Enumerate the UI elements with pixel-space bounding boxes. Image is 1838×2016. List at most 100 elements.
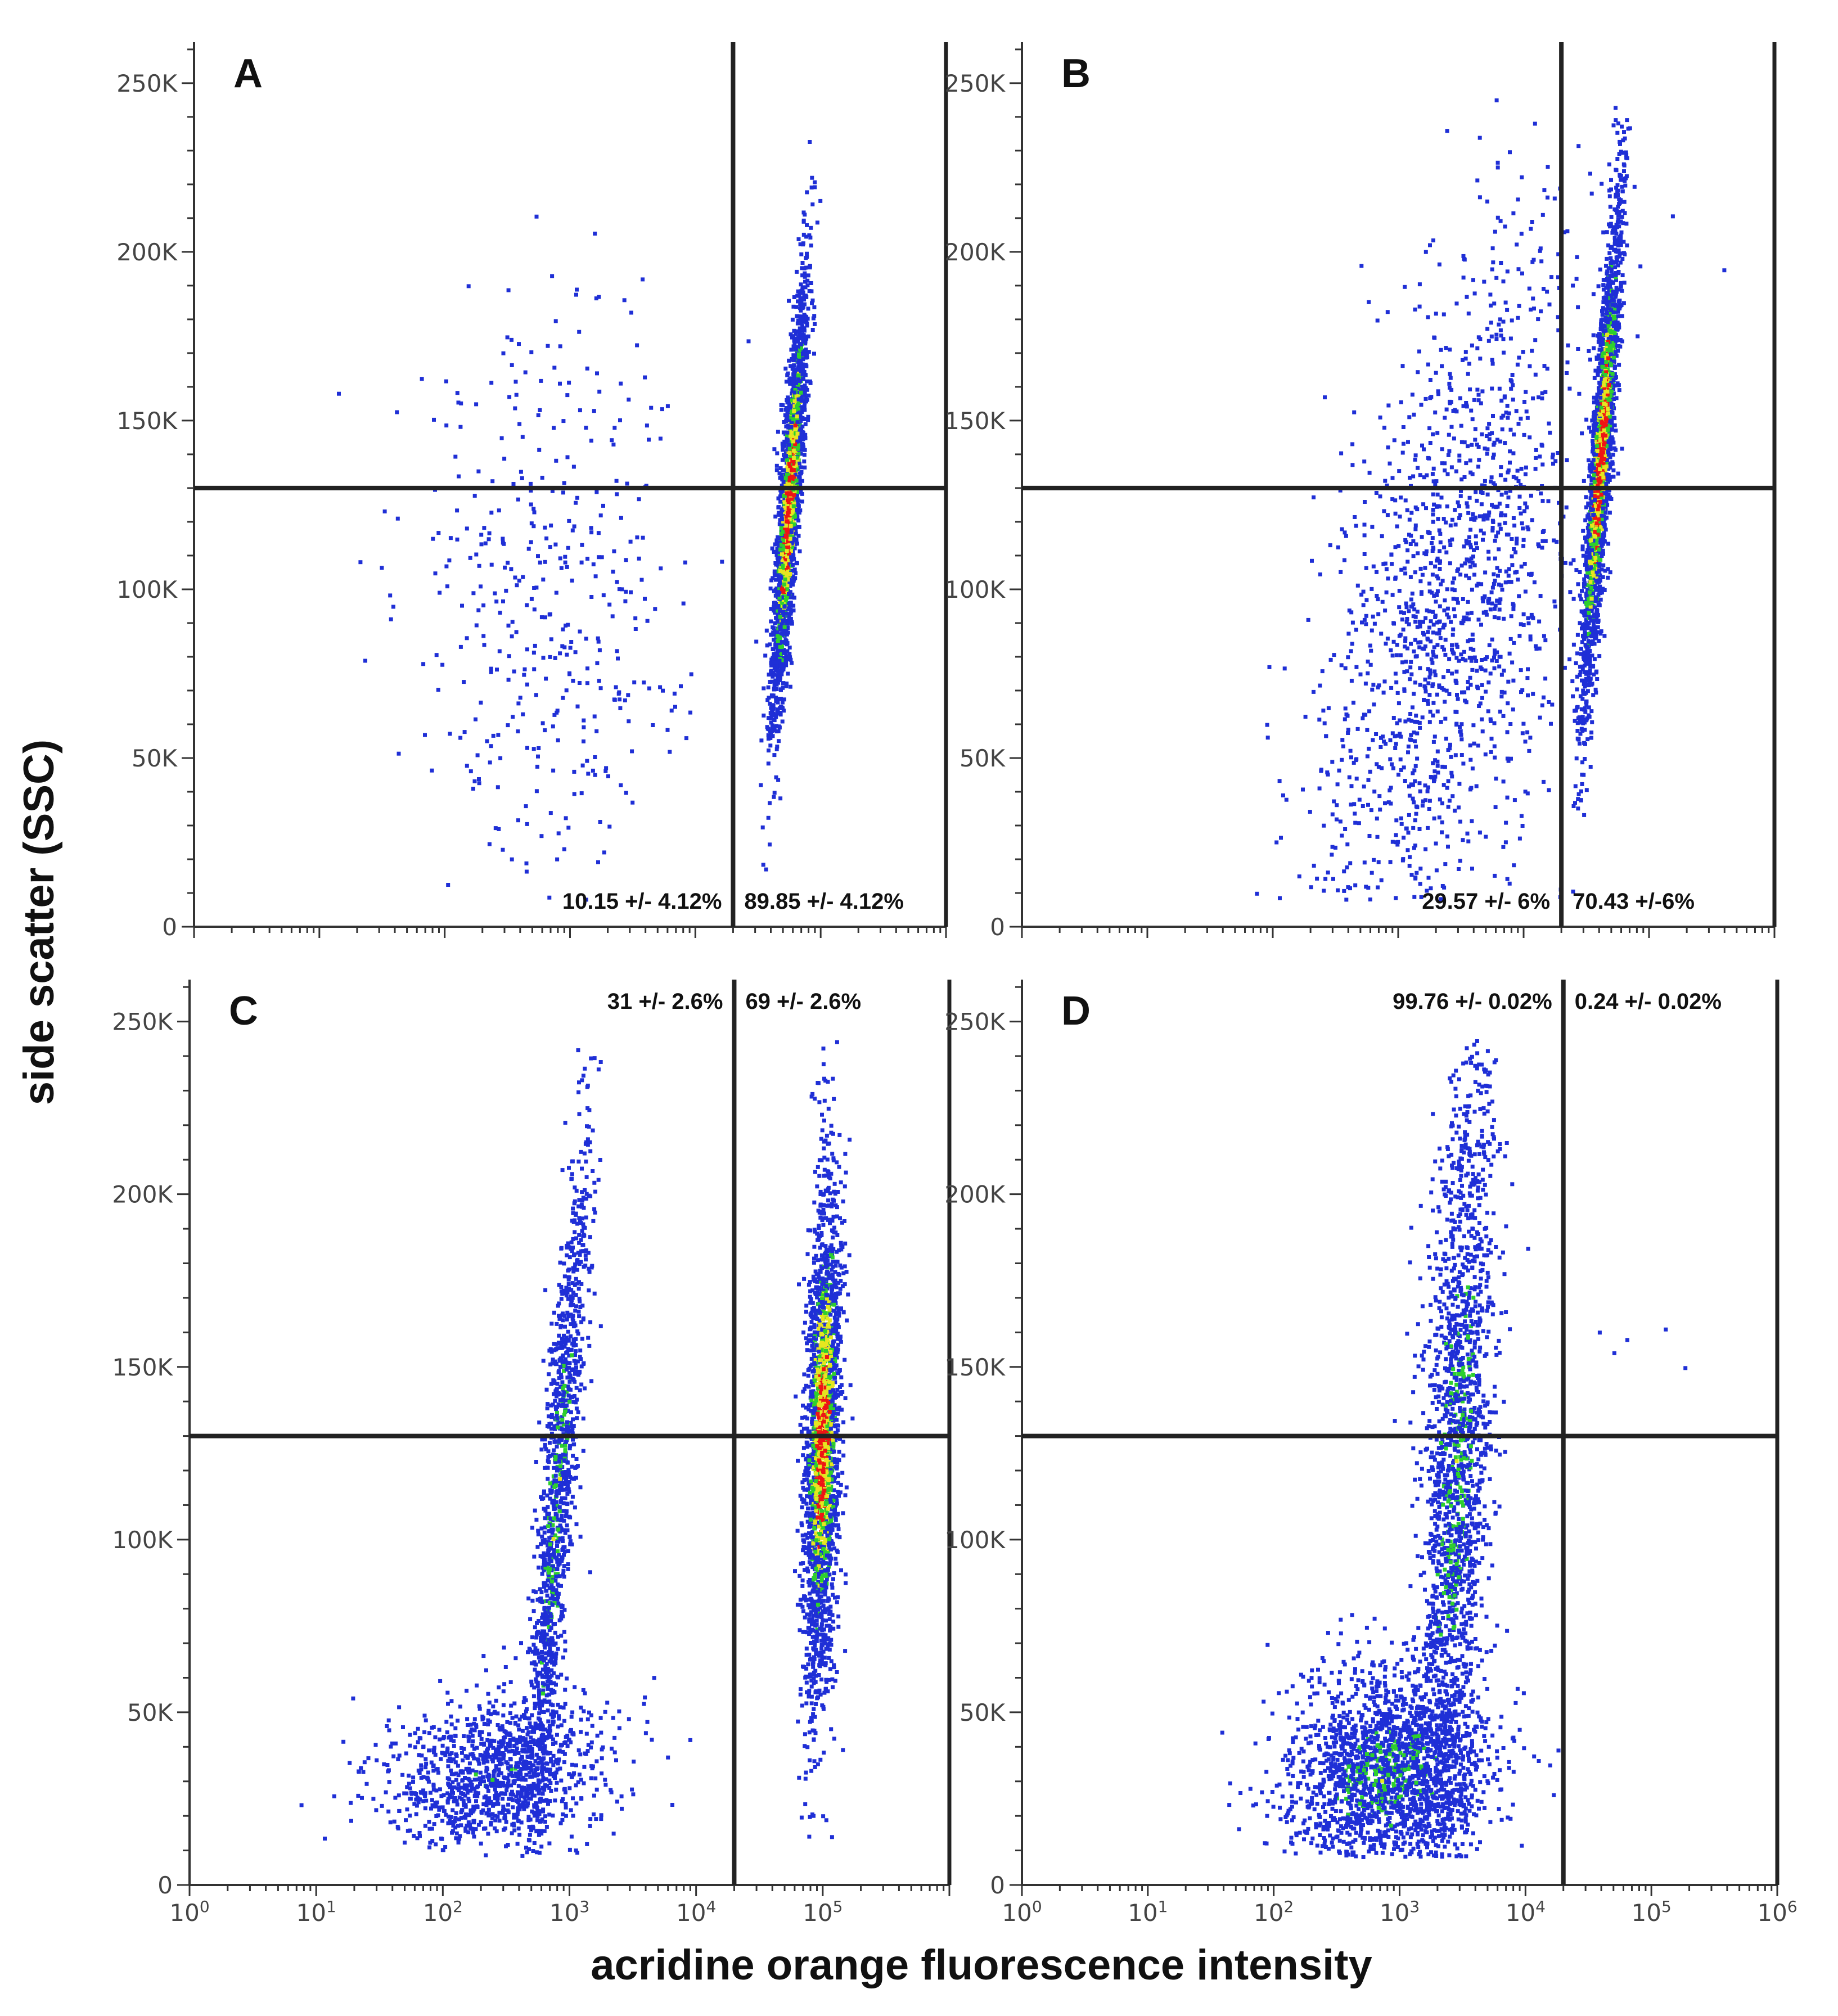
event-point bbox=[1495, 598, 1499, 603]
event-point bbox=[1516, 422, 1521, 426]
event-point bbox=[1281, 793, 1285, 797]
event-point bbox=[1501, 714, 1506, 718]
event-point bbox=[773, 713, 778, 718]
event-point bbox=[1402, 441, 1405, 446]
event-point bbox=[574, 500, 578, 505]
event-point bbox=[1459, 563, 1464, 568]
event-point bbox=[792, 536, 796, 541]
event-point bbox=[770, 694, 774, 698]
event-point bbox=[1430, 536, 1435, 540]
event-point bbox=[531, 651, 536, 655]
event-point bbox=[1571, 597, 1576, 601]
event-point bbox=[495, 785, 500, 790]
event-point bbox=[782, 506, 787, 510]
event-point bbox=[1606, 243, 1611, 247]
event-point bbox=[1445, 587, 1449, 592]
event-point bbox=[1589, 709, 1594, 714]
event-point bbox=[1431, 650, 1435, 654]
event-point bbox=[592, 714, 597, 719]
event-point bbox=[1408, 575, 1413, 579]
event-point bbox=[558, 651, 562, 656]
event-point bbox=[788, 536, 792, 541]
event-point bbox=[1492, 452, 1496, 457]
event-point bbox=[575, 287, 579, 292]
event-point bbox=[474, 623, 479, 628]
event-point bbox=[1486, 680, 1491, 685]
event-point bbox=[1340, 527, 1344, 531]
event-point bbox=[489, 562, 494, 567]
event-point bbox=[627, 719, 631, 724]
event-point bbox=[791, 480, 795, 484]
event-point bbox=[493, 826, 498, 831]
event-point bbox=[772, 447, 777, 452]
event-point bbox=[1448, 742, 1452, 747]
event-point bbox=[614, 479, 619, 483]
event-point bbox=[440, 662, 445, 667]
event-point bbox=[1486, 556, 1491, 561]
event-point bbox=[773, 642, 778, 646]
event-point bbox=[1539, 443, 1544, 447]
event-point bbox=[1506, 701, 1510, 706]
event-point bbox=[1608, 455, 1612, 459]
event-point bbox=[1427, 693, 1432, 697]
event-point bbox=[647, 686, 651, 691]
event-point bbox=[465, 526, 469, 531]
event-point bbox=[1413, 457, 1417, 462]
event-point bbox=[1542, 529, 1546, 533]
event-point bbox=[1552, 599, 1557, 604]
event-point bbox=[596, 860, 600, 864]
event-point bbox=[1421, 620, 1425, 624]
event-point bbox=[1418, 725, 1422, 730]
event-point bbox=[1589, 191, 1594, 196]
event-point bbox=[772, 608, 776, 613]
event-point bbox=[506, 678, 511, 682]
event-point bbox=[1431, 492, 1435, 497]
event-point bbox=[1412, 730, 1416, 735]
event-point bbox=[1450, 647, 1454, 652]
event-point bbox=[813, 180, 817, 184]
event-point bbox=[786, 468, 790, 472]
event-point bbox=[1455, 644, 1459, 649]
event-point bbox=[619, 783, 623, 787]
event-point bbox=[1443, 416, 1447, 420]
event-point bbox=[1363, 682, 1368, 686]
event-point bbox=[768, 729, 772, 733]
event-point bbox=[783, 577, 787, 581]
event-point bbox=[623, 698, 627, 702]
event-point bbox=[565, 393, 570, 398]
event-point bbox=[566, 623, 570, 627]
event-point bbox=[689, 672, 693, 676]
event-point bbox=[1485, 426, 1490, 431]
event-point bbox=[1454, 723, 1459, 727]
event-point bbox=[601, 503, 605, 508]
event-point bbox=[782, 625, 787, 629]
event-point bbox=[1577, 391, 1582, 396]
event-point bbox=[1401, 425, 1405, 429]
event-point bbox=[488, 760, 492, 765]
event-point bbox=[792, 546, 797, 551]
event-point bbox=[1531, 692, 1535, 696]
event-point bbox=[1538, 249, 1542, 253]
event-point bbox=[1342, 889, 1346, 893]
event-point bbox=[784, 424, 789, 429]
event-point bbox=[453, 454, 458, 459]
event-point bbox=[1423, 616, 1428, 620]
event-point bbox=[1458, 494, 1463, 498]
event-point bbox=[1553, 459, 1558, 463]
event-point bbox=[1526, 693, 1530, 698]
event-point bbox=[1529, 572, 1533, 577]
population-sparse bbox=[337, 214, 759, 902]
event-point bbox=[1411, 554, 1416, 558]
event-point bbox=[1492, 744, 1497, 748]
event-point bbox=[1332, 799, 1336, 804]
event-point bbox=[1475, 546, 1479, 551]
event-point bbox=[624, 558, 628, 562]
event-point bbox=[1388, 738, 1393, 742]
event-point bbox=[781, 618, 785, 623]
event-point bbox=[633, 627, 638, 631]
event-point bbox=[1533, 338, 1538, 342]
event-point bbox=[1339, 663, 1344, 668]
event-point bbox=[776, 550, 781, 554]
event-point bbox=[1431, 623, 1436, 627]
event-point bbox=[720, 560, 724, 564]
